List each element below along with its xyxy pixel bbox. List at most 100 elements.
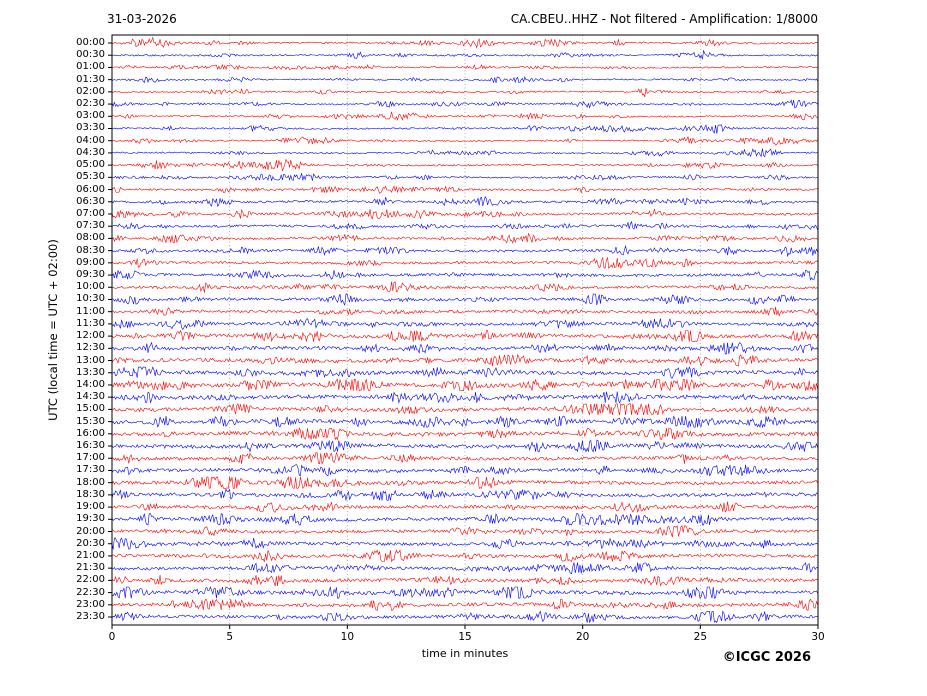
y-tick-label-1700: 17:00: [76, 452, 105, 464]
y-tick-label-1830: 18:30: [76, 488, 105, 500]
y-tick-label-2000: 20:00: [76, 525, 105, 537]
x-tick-label-10: 10: [340, 631, 355, 643]
y-tick-label-1800: 18:00: [76, 476, 105, 488]
seismogram-trace-0630: [111, 196, 818, 207]
seismogram-trace-0600: [111, 185, 818, 194]
seismogram-trace-1400: [111, 378, 818, 392]
y-tick-label-0430: 04:30: [76, 146, 105, 158]
y-tick-label-0200: 02:00: [76, 85, 105, 97]
seismogram-trace-0800: [111, 232, 818, 244]
y-tick-label-0700: 07:00: [76, 207, 105, 219]
seismogram-trace-1730: [111, 464, 818, 477]
seismogram-trace-0400: [111, 135, 818, 146]
seismogram-trace-0000: [111, 36, 818, 49]
seismogram-trace-0230: [111, 99, 818, 109]
y-tick-label-0900: 09:00: [76, 256, 105, 268]
y-tick-label-0130: 01:30: [76, 73, 105, 85]
x-axis-label: time in minutes: [421, 647, 509, 660]
seismogram-trace-2130: [111, 562, 818, 575]
seismogram-trace-0930: [111, 269, 818, 281]
seismogram-trace-2100: [111, 549, 818, 563]
x-tick-label-20: 20: [575, 631, 590, 643]
seismogram-trace-0530: [111, 173, 818, 181]
seismogram-trace-1600: [111, 427, 818, 441]
seismogram-trace-1630: [111, 439, 818, 453]
seismogram-trace-0430: [111, 148, 818, 158]
y-tick-label-0600: 06:00: [76, 183, 105, 195]
station-title: CA.CBEU..HHZ - Not filtered - Amplificat…: [510, 12, 818, 26]
y-tick-label-1000: 10:00: [76, 281, 105, 293]
y-tick-label-1200: 12:00: [76, 330, 105, 342]
seismogram-trace-1930: [111, 512, 818, 526]
seismogram-trace-2300: [111, 598, 818, 611]
y-tick-label-2030: 20:30: [76, 537, 105, 549]
seismogram-trace-1500: [111, 403, 818, 416]
y-tick-label-0400: 04:00: [76, 134, 105, 146]
y-tick-label-0930: 09:30: [76, 269, 105, 281]
seismogram-trace-1800: [111, 476, 818, 489]
seismogram-trace-1900: [111, 501, 818, 513]
y-tick-label-1130: 11:30: [76, 317, 105, 329]
y-tick-label-2330: 23:30: [76, 611, 105, 622]
seismogram-trace-0100: [111, 63, 818, 71]
y-tick-label-0330: 03:30: [76, 122, 105, 134]
seismogram-trace-0500: [111, 158, 818, 172]
y-tick-label-2200: 22:00: [76, 574, 105, 586]
seismogram-trace-1030: [111, 293, 818, 307]
y-tick-label-1330: 13:30: [76, 366, 105, 378]
x-tick-label-5: 5: [226, 631, 233, 643]
y-tick-label-0630: 06:30: [76, 195, 105, 207]
x-tick-label-15: 15: [458, 631, 472, 643]
seismogram-trace-0830: [111, 244, 818, 258]
y-tick-label-2100: 21:00: [76, 549, 105, 561]
seismogram-trace-0300: [111, 111, 818, 121]
seismogram-trace-1300: [111, 354, 818, 367]
y-tick-label-1100: 11:00: [76, 305, 105, 317]
y-tick-label-1530: 15:30: [76, 415, 105, 427]
y-tick-label-2130: 21:30: [76, 562, 105, 574]
y-tick-label-0300: 03:00: [76, 110, 105, 122]
seismogram-trace-1000: [111, 281, 818, 293]
seismogram-trace-1100: [111, 306, 818, 317]
y-tick-label-1430: 14:30: [76, 391, 105, 403]
y-tick-label-1900: 19:00: [76, 501, 105, 513]
y-tick-label-1630: 16:30: [76, 440, 105, 452]
seismogram-trace-0330: [111, 124, 818, 134]
y-tick-label-2300: 23:00: [76, 598, 105, 610]
seismogram-trace-0030: [111, 49, 818, 60]
seismogram-trace-1230: [111, 341, 818, 355]
seismogram-trace-1700: [111, 451, 818, 465]
y-tick-label-2230: 22:30: [76, 586, 105, 598]
y-tick-label-0800: 08:00: [76, 232, 105, 244]
y-tick-label-0000: 00:00: [76, 37, 105, 48]
seismogram-trace-0200: [111, 88, 818, 98]
seismogram-trace-1530: [111, 415, 818, 429]
seismogram-trace-1830: [111, 488, 818, 501]
copyright-label: ©ICGC 2026: [722, 650, 811, 665]
x-tick-label-25: 25: [693, 631, 708, 643]
seismogram-trace-1330: [112, 366, 818, 379]
seismogram-trace-2000: [111, 525, 818, 538]
y-tick-label-1300: 13:00: [76, 354, 105, 366]
y-tick-label-1500: 15:00: [76, 403, 105, 415]
y-tick-label-0730: 07:30: [76, 220, 105, 232]
date-title: 31-03-2026: [107, 12, 177, 26]
y-tick-label-1600: 16:00: [76, 427, 105, 439]
seismogram-trace-2200: [111, 574, 818, 587]
y-tick-label-1230: 12:30: [76, 342, 105, 354]
seismogram-trace-0730: [111, 220, 818, 231]
y-tick-label-1400: 14:00: [76, 378, 105, 390]
y-tick-label-1030: 10:30: [76, 293, 105, 305]
seismogram-trace-2230: [111, 586, 818, 599]
y-tick-label-0530: 05:30: [76, 171, 105, 183]
seismogram-trace-1130: [111, 318, 818, 330]
seismogram-trace-0700: [111, 208, 818, 220]
seismogram-trace-2330: [111, 610, 818, 624]
seismogram-trace-1200: [111, 329, 818, 343]
seismogram-trace-2030: [111, 537, 818, 550]
y-tick-label-0500: 05:00: [76, 159, 105, 171]
seismogram-trace-0900: [111, 256, 818, 270]
x-tick-label-30: 30: [811, 631, 825, 643]
